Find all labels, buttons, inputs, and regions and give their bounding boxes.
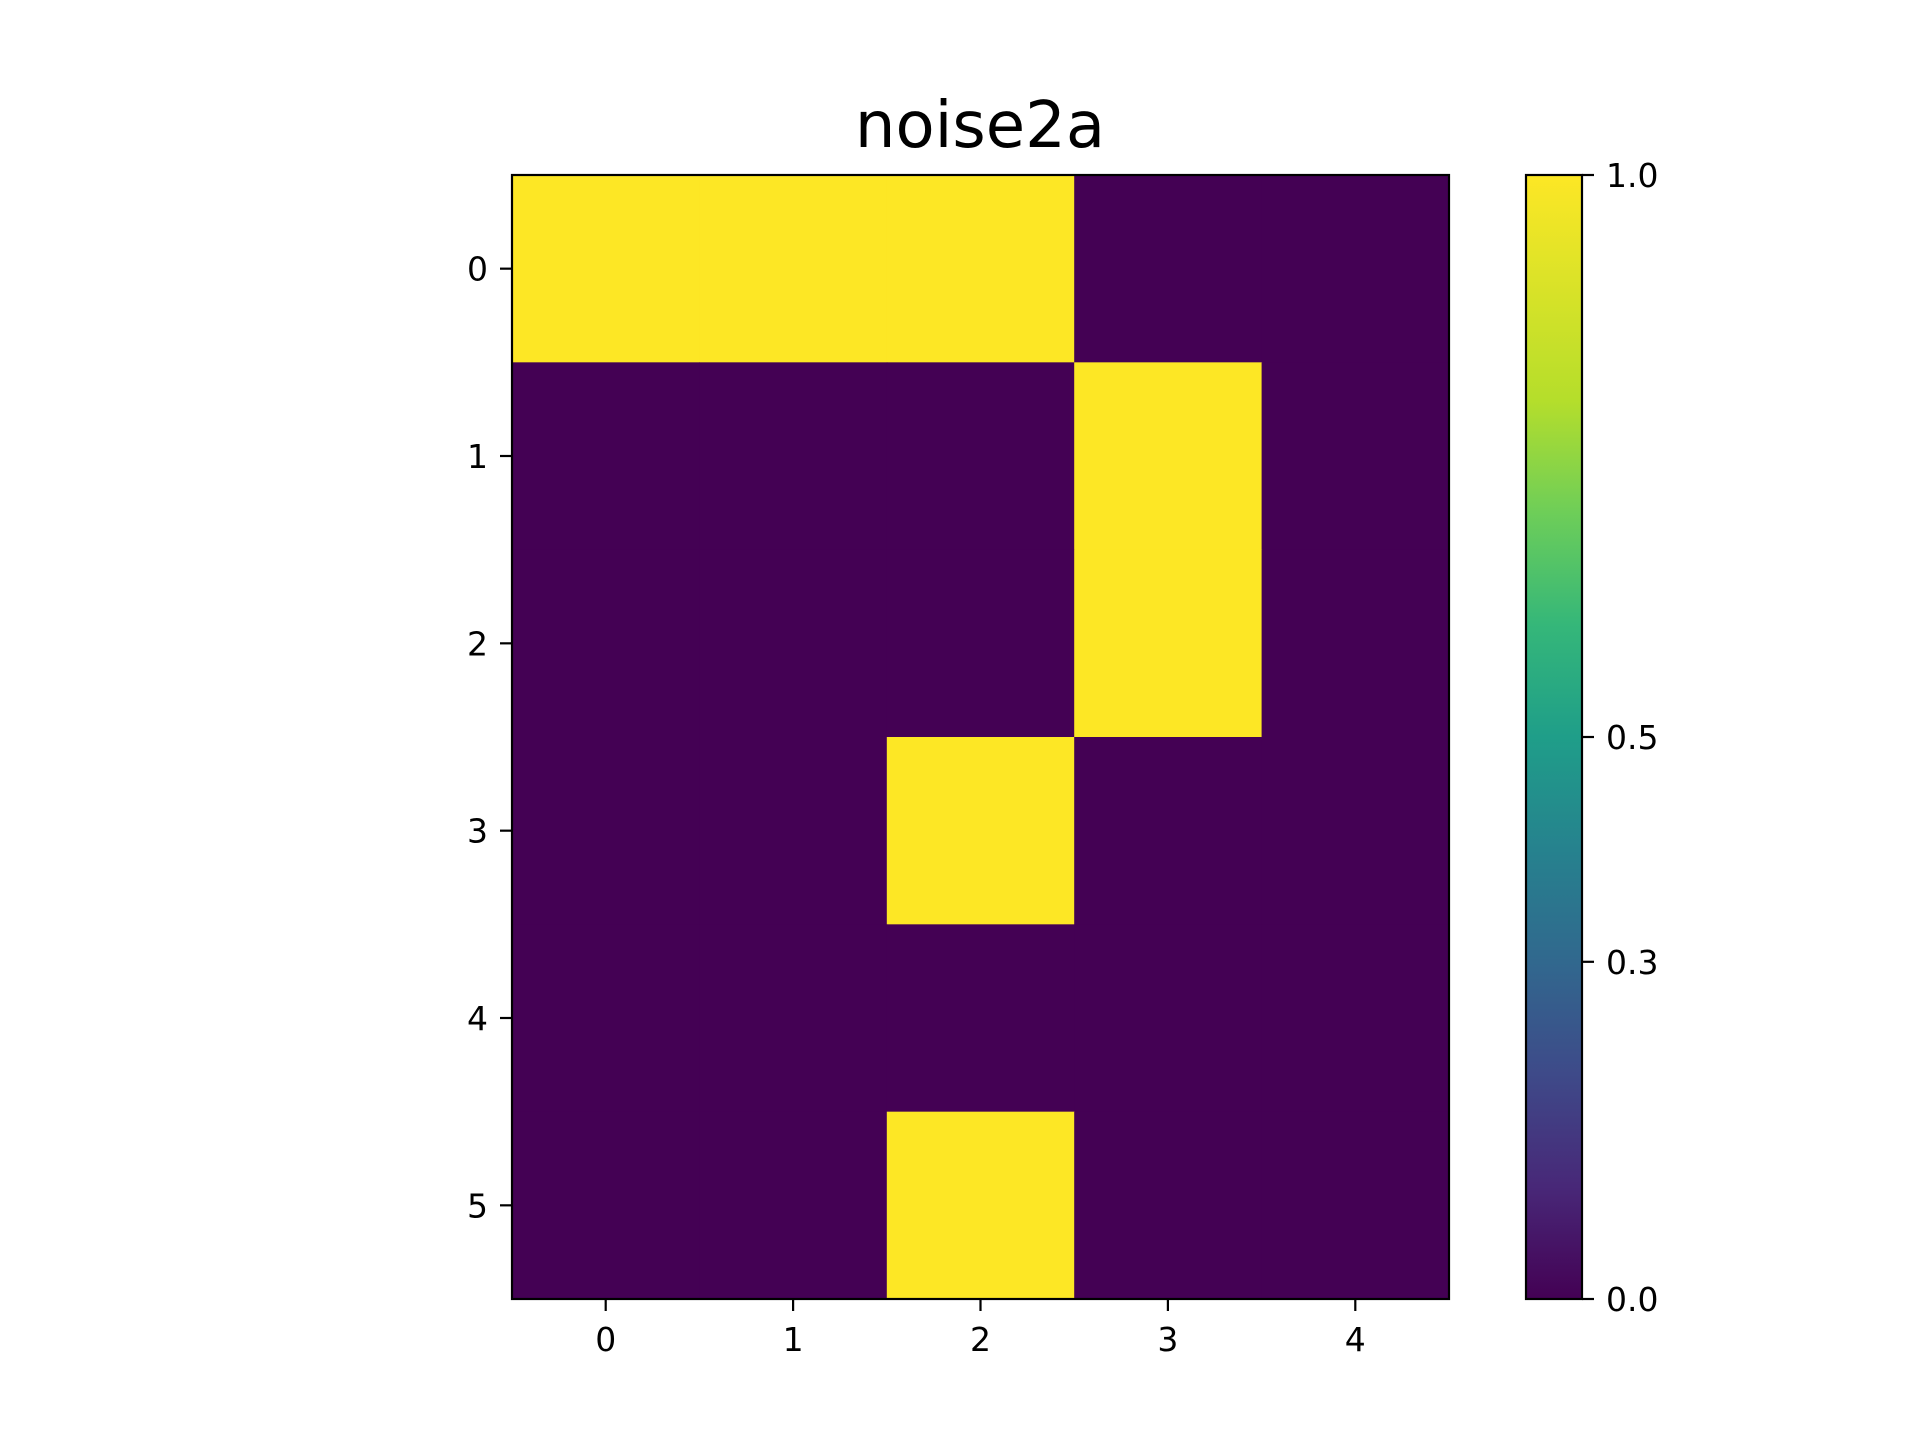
y-axis: 0 1 2 3 4 5 (467, 250, 512, 1225)
colorbar-tick-label-3: 0.0 (1606, 1280, 1658, 1319)
colorbar-axis: 1.0 0.5 0.3 0.0 (1582, 156, 1658, 1319)
heatmap-cell-r1-c1 (699, 362, 888, 551)
colorbar-tick-label-0: 1.0 (1606, 156, 1658, 195)
x-tick-label-1: 1 (783, 1320, 804, 1359)
heatmap-cell-r0-c4 (1261, 175, 1450, 363)
heatmap-cell-r4-c0 (512, 924, 700, 1113)
chart-title: noise2a (855, 89, 1105, 163)
heatmap-cell-r2-c3 (1074, 549, 1263, 738)
x-axis: 0 1 2 3 4 (595, 1299, 1366, 1359)
heatmap-cell-r2-c1 (699, 549, 888, 738)
y-tick-label-2: 2 (467, 624, 488, 663)
heatmap-cell-r5-c2 (886, 1111, 1075, 1300)
y-tick-label-0: 0 (467, 250, 488, 289)
heatmap-cell-r3-c3 (1074, 737, 1263, 925)
heatmap-cell-r1-c0 (512, 362, 700, 551)
heatmap-cell-r5-c1 (699, 1111, 888, 1300)
x-tick-label-3: 3 (1157, 1320, 1178, 1359)
colorbar-tick-label-2: 0.3 (1606, 943, 1658, 982)
y-tick-label-1: 1 (467, 437, 488, 476)
heatmap-cell-r1-c2 (886, 362, 1075, 551)
x-tick-label-0: 0 (595, 1320, 616, 1359)
heatmap-cell-r3-c4 (1261, 737, 1450, 925)
heatmap-cell-r3-c0 (512, 737, 700, 925)
heatmap-cell-r0-c3 (1074, 175, 1263, 363)
heatmap-cell-r0-c1 (699, 175, 888, 363)
heatmap-cell-r4-c3 (1074, 924, 1263, 1113)
y-tick-label-5: 5 (467, 1186, 488, 1225)
heatmap-cell-r3-c1 (699, 737, 888, 925)
heatmap-cell-r2-c2 (886, 549, 1075, 738)
heatmap-cell-r1-c3 (1074, 362, 1263, 551)
heatmap-cell-r3-c2 (886, 737, 1075, 925)
heatmap-cell-r4-c1 (699, 924, 888, 1113)
y-tick-label-3: 3 (467, 812, 488, 851)
heatmap-cell-r4-c2 (886, 924, 1075, 1113)
heatmap-cell-r5-c4 (1261, 1111, 1450, 1300)
x-tick-label-2: 2 (970, 1320, 991, 1359)
heatmap-cell-r2-c0 (512, 549, 700, 738)
heatmap-cell-r5-c3 (1074, 1111, 1263, 1300)
y-tick-label-4: 4 (467, 999, 488, 1038)
heatmap-cell-r0-c2 (886, 175, 1075, 363)
heatmap-cell-r1-c4 (1261, 362, 1450, 551)
x-tick-label-4: 4 (1345, 1320, 1366, 1359)
heatmap-cell-r0-c0 (512, 175, 700, 363)
heatmap-cell-r4-c4 (1261, 924, 1450, 1113)
heatmap-cells (512, 175, 1450, 1300)
colorbar-gradient (1526, 175, 1582, 1299)
colorbar-tick-label-1: 0.5 (1606, 718, 1658, 757)
heatmap-cell-r5-c0 (512, 1111, 700, 1300)
heatmap-cell-r2-c4 (1261, 549, 1450, 738)
